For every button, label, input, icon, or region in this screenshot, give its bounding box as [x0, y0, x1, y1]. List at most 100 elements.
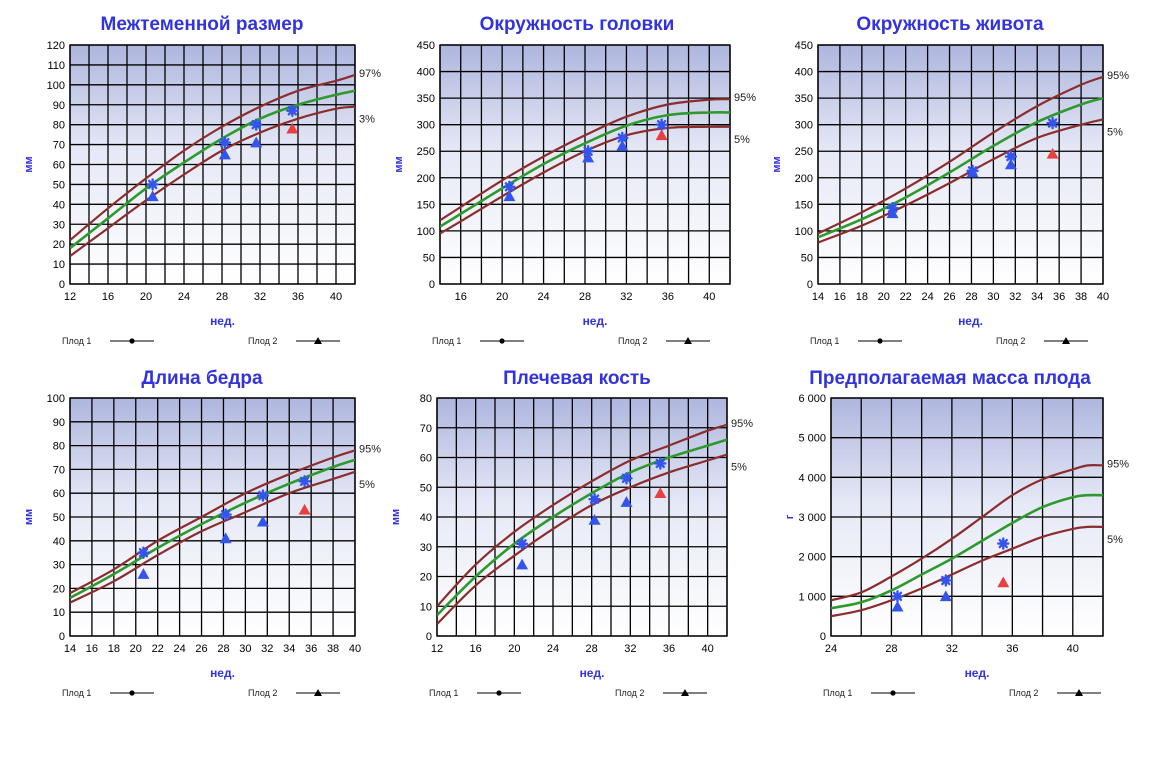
lower-percentile-curve — [70, 105, 355, 257]
y-tick-label: 60 — [420, 453, 432, 465]
fetus1-point — [219, 508, 232, 521]
legend: Плод 1 Плод 2 — [432, 336, 710, 346]
lower-percentile-curve — [70, 470, 355, 604]
fetus1-point — [655, 118, 668, 131]
x-tick-label: 40 — [1067, 643, 1079, 655]
fetus2-point — [298, 503, 311, 515]
fetus2-point — [966, 166, 979, 178]
x-tick-label: 24 — [537, 291, 549, 303]
x-tick-label: 34 — [283, 643, 295, 655]
x-tick-label: 38 — [327, 643, 339, 655]
y-tick-label: 350 — [795, 93, 813, 105]
x-tick-label: 16 — [86, 643, 98, 655]
x-tick-label: 38 — [1075, 291, 1087, 303]
y-tick-label: 0 — [429, 279, 435, 291]
upper-percentile-curve — [818, 75, 1103, 235]
legend-fetus1-label: Плод 1 — [810, 336, 839, 346]
y-tick-label: 0 — [426, 631, 432, 643]
fetus2-point — [219, 532, 232, 544]
upper-percentile-label: 95% — [731, 418, 753, 430]
x-tick-label: 28 — [965, 291, 977, 303]
x-axis-label: нед. — [580, 666, 605, 680]
x-tick-label: 40 — [703, 291, 715, 303]
median-curve — [831, 493, 1103, 610]
fetus2-point — [620, 496, 633, 507]
fetus1-point — [218, 136, 232, 149]
fetus2-point — [939, 590, 952, 602]
plot-frame — [817, 44, 1104, 285]
legend: Плод 1 Плод 2 — [62, 688, 340, 698]
y-tick-label: 30 — [420, 542, 432, 554]
x-tick-label: 30 — [239, 643, 251, 655]
upper-percentile-curve — [437, 423, 727, 608]
x-tick-label: 36 — [1053, 291, 1065, 303]
lower-percentile-label: 5% — [1107, 126, 1123, 138]
fetus2-point — [588, 513, 601, 525]
y-tick-label: 70 — [420, 423, 432, 435]
plot-frame — [436, 397, 728, 637]
x-tick-label: 32 — [624, 643, 636, 655]
lower-percentile-label: 3% — [359, 114, 375, 126]
fetus1-point — [503, 180, 516, 194]
x-tick-label: 12 — [431, 643, 443, 655]
upper-percentile-curve — [831, 464, 1103, 602]
y-axis-label: мм — [23, 156, 35, 172]
x-tick-label: 16 — [834, 291, 846, 303]
y-tick-label: 20 — [53, 239, 65, 251]
fetus2-point — [286, 122, 299, 134]
y-tick-label: 30 — [53, 219, 65, 231]
y-tick-label: 60 — [53, 160, 65, 172]
chart-title: Окружность живота — [856, 14, 1044, 35]
x-tick-label: 28 — [217, 643, 229, 655]
fetus2-point — [616, 139, 629, 151]
chart-6: Предполагаемая масса плода 0 1 000 2 000 3 0… — [784, 368, 1129, 698]
y-tick-label: 0 — [59, 631, 65, 643]
fetus1-point — [620, 472, 633, 485]
legend-fetus1-label: Плод 1 — [823, 688, 852, 698]
fetus1-point — [146, 178, 159, 191]
y-tick-label: 40 — [53, 199, 65, 211]
y-tick-label: 70 — [53, 464, 65, 476]
fetus1-point — [891, 590, 904, 603]
x-tick-label: 32 — [254, 291, 266, 303]
fetus1-point — [1046, 116, 1059, 130]
legend-fetus1-marker — [877, 338, 883, 344]
y-tick-label: 450 — [417, 40, 435, 52]
upper-percentile-curve — [70, 449, 355, 595]
legend-fetus1-label: Плод 1 — [62, 688, 91, 698]
upper-percentile-label: 95% — [1107, 458, 1129, 470]
plot-frame — [439, 44, 731, 285]
y-tick-label: 5 000 — [798, 433, 826, 445]
y-tick-label: 200 — [417, 173, 435, 185]
y-tick-label: 250 — [795, 146, 813, 158]
y-tick-label: 400 — [795, 67, 813, 79]
y-tick-label: 90 — [53, 417, 65, 429]
fetus2-point — [256, 515, 269, 527]
x-tick-label: 20 — [140, 291, 152, 303]
y-tick-label: 300 — [795, 120, 813, 132]
x-tick-label: 40 — [349, 643, 361, 655]
legend: Плод 1 Плод 2 — [62, 336, 340, 346]
y-tick-label: 50 — [801, 252, 813, 264]
legend-fetus2-marker — [314, 337, 322, 344]
x-tick-label: 36 — [305, 643, 317, 655]
legend-fetus2-label: Плод 2 — [248, 336, 277, 346]
x-tick-label: 26 — [943, 291, 955, 303]
y-tick-label: 40 — [420, 512, 432, 524]
fetus2-point — [891, 600, 904, 612]
y-tick-label: 350 — [417, 93, 435, 105]
y-tick-label: 50 — [420, 482, 432, 494]
upper-percentile-label: 97% — [359, 68, 381, 80]
x-tick-label: 12 — [64, 291, 76, 303]
x-axis-label: нед. — [210, 666, 235, 680]
x-tick-label: 30 — [987, 291, 999, 303]
fetus2-point — [654, 487, 667, 498]
x-tick-label: 28 — [216, 291, 228, 303]
y-tick-label: 40 — [53, 536, 65, 548]
fetus1-point — [137, 546, 150, 559]
x-tick-label: 32 — [261, 643, 273, 655]
legend-fetus2-marker — [1075, 689, 1083, 696]
legend-fetus1-marker — [890, 690, 896, 696]
y-tick-label: 10 — [420, 601, 432, 613]
fetus1-point — [298, 475, 311, 488]
